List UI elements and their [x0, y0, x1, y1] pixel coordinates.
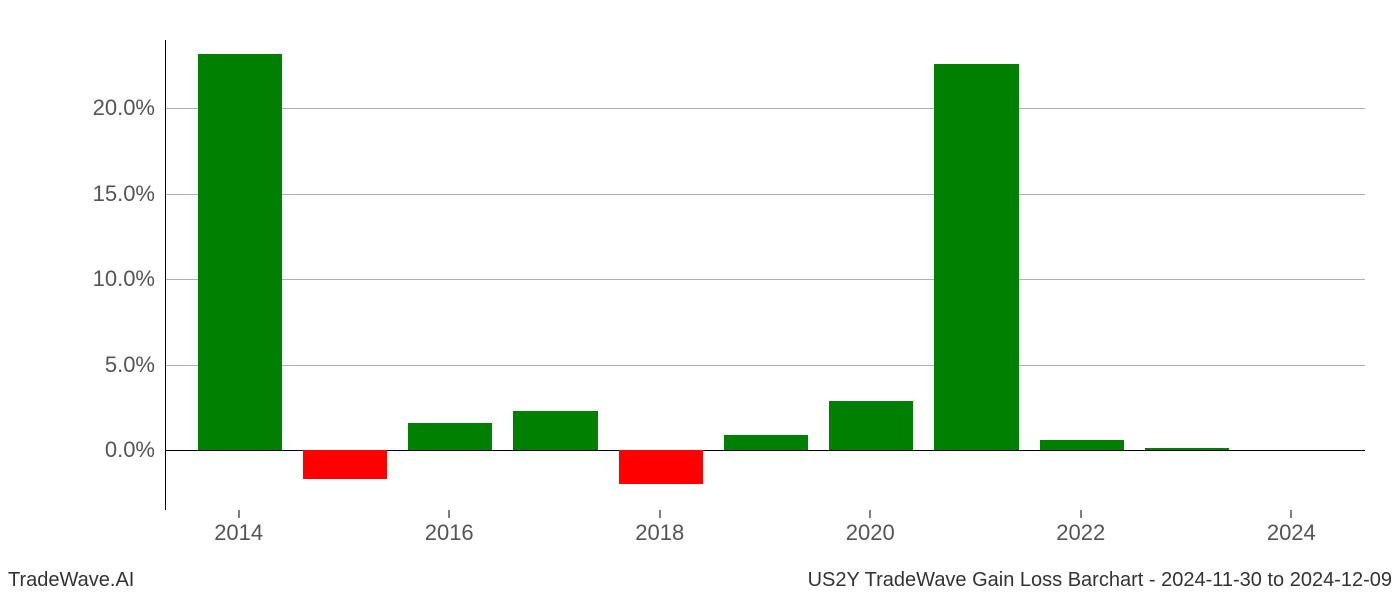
footer-brand: TradeWave.AI: [8, 569, 134, 592]
y-tick-label: 15.0%: [55, 181, 155, 207]
bar: [934, 64, 1018, 450]
bar: [619, 450, 703, 484]
y-tick-label: 0.0%: [55, 437, 155, 463]
x-tick-label: 2018: [635, 520, 684, 546]
x-tick-label: 2016: [425, 520, 474, 546]
bar: [1145, 448, 1229, 450]
x-tick-label: 2014: [214, 520, 263, 546]
y-tick-label: 20.0%: [55, 95, 155, 121]
footer-caption: US2Y TradeWave Gain Loss Barchart - 2024…: [808, 569, 1392, 592]
bar: [829, 401, 913, 451]
bar: [1040, 440, 1124, 450]
bar: [408, 423, 492, 450]
y-tick-label: 10.0%: [55, 266, 155, 292]
gridline: [166, 194, 1365, 195]
plot-area: [165, 40, 1365, 510]
gridline: [166, 108, 1365, 109]
x-tick-mark: [1080, 510, 1081, 518]
x-tick-mark: [659, 510, 660, 518]
bar: [303, 450, 387, 479]
x-tick-mark: [1291, 510, 1292, 518]
bar: [198, 54, 282, 451]
x-tick-label: 2022: [1056, 520, 1105, 546]
x-tick-mark: [870, 510, 871, 518]
gridline: [166, 365, 1365, 366]
y-tick-label: 5.0%: [55, 352, 155, 378]
bar: [513, 411, 597, 450]
chart-container: [165, 40, 1365, 510]
x-tick-mark: [449, 510, 450, 518]
x-tick-mark: [238, 510, 239, 518]
bar: [724, 435, 808, 450]
gridline: [166, 279, 1365, 280]
x-tick-label: 2024: [1267, 520, 1316, 546]
x-tick-label: 2020: [846, 520, 895, 546]
